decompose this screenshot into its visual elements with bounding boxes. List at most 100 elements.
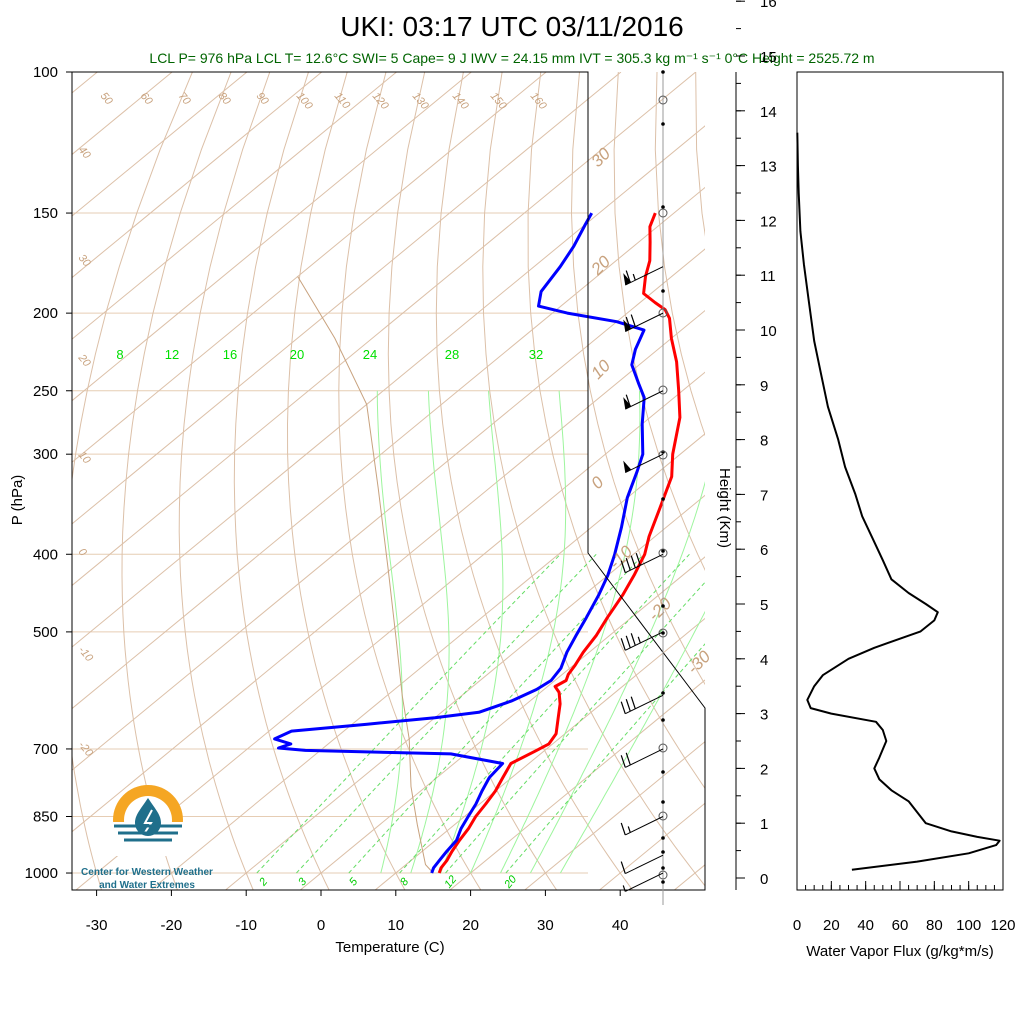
wind-barb-feather: [625, 270, 631, 283]
wind-barb-feather: [620, 560, 626, 573]
wind-barb-950: [620, 854, 664, 875]
wind-barb-feather: [620, 861, 626, 874]
wind-barb-200: [623, 312, 664, 332]
chart-title: UKI: 03:17 UTC 03/11/2016: [340, 11, 683, 42]
sounding-summary: LCL P= 976 hPa LCL T= 12.6°C SWI= 5 Cape…: [149, 50, 874, 66]
moist-adiabat-label-16: 16: [223, 347, 237, 362]
height-tick-label-1: 1: [760, 816, 768, 833]
mixing-ratio-5: [348, 553, 644, 874]
dry-adiabat-label-60: 60: [138, 90, 156, 108]
height-tick-label-3: 3: [760, 707, 768, 724]
wind-barb-half-feather: [627, 826, 631, 833]
wind-barb-feather: [625, 752, 631, 766]
dry-adiabat-label-10: 10: [76, 449, 94, 467]
y-tick-label-1000: 1000: [25, 865, 58, 882]
skewt-inner: [72, 72, 1024, 890]
isotherm--50: [72, 248, 705, 771]
wind-barb-feather: [630, 696, 636, 709]
wind-level-ring-6: [658, 628, 668, 638]
wind-barb-half-feather: [632, 273, 636, 281]
flux-x-tick-label-100: 100: [956, 917, 981, 934]
mixing-ratio-label-2: 2: [256, 876, 270, 889]
isotherm-0: [300, 556, 705, 890]
dry-adiabat-label-90: 90: [254, 90, 272, 108]
wind-level-dot-11: [661, 770, 665, 774]
flux-x-tick-label-120: 120: [990, 917, 1015, 934]
isotherm--20: [150, 433, 705, 890]
dry-adiabat-label-0: 0: [76, 546, 90, 559]
y-tick-label-100: 100: [33, 64, 58, 81]
dry-adiabat-30: [387, 72, 558, 890]
y-tick-label-250: 250: [33, 383, 58, 400]
logo-line-2: and Water Extremes: [99, 880, 195, 891]
mixing-ratio-label-5: 5: [347, 875, 361, 888]
isotherm-60: [749, 72, 1024, 890]
isotherm--90: [72, 72, 622, 525]
wind-barb-staff: [625, 694, 664, 715]
x-tick-label--10: -10: [235, 917, 257, 934]
wind-barb-1000: [622, 872, 664, 892]
height-tick-label-7: 7: [760, 487, 768, 504]
moist-adiabat-24: [500, 390, 641, 874]
dry-adiabat-70: [570, 72, 705, 686]
y-tick-label-700: 700: [33, 741, 58, 758]
moist-adiabat-8: [376, 390, 403, 874]
flux-x-tick-label-20: 20: [823, 917, 840, 934]
wind-barb-600: [620, 694, 664, 715]
dry-adiabat-180: [1005, 72, 1024, 890]
height-tick-label-4: 4: [760, 652, 768, 669]
dry-adiabat-label-30: 30: [76, 252, 94, 270]
dry-adiabat-10: [286, 72, 406, 890]
y-tick-label-300: 300: [33, 446, 58, 463]
dry-adiabat-label-140: 140: [450, 90, 472, 112]
height-tick-label-6: 6: [760, 542, 768, 559]
dry-adiabat-160: [928, 72, 1024, 890]
logo-swirl-icon: [143, 809, 153, 835]
flux-x-tick-label-60: 60: [892, 917, 909, 934]
dry-adiabat-140: [851, 72, 1024, 890]
isotherm-label-0: 0: [587, 472, 608, 493]
mixing-ratio-3: [296, 553, 597, 874]
wind-level-ring-4: [658, 450, 668, 460]
wind-barb-staff: [625, 872, 664, 892]
cw3e-logo: Center for Western Weather and Water Ext…: [81, 785, 213, 891]
wind-barb-feather: [635, 552, 641, 566]
y-tick-label-500: 500: [33, 624, 58, 641]
skewt-frame: [71, 71, 706, 891]
x-tick-label--30: -30: [86, 917, 108, 934]
isotherm-label-10: 10: [587, 356, 614, 383]
height-tick-label-5: 5: [760, 597, 768, 614]
wind-barb-700: [620, 748, 664, 768]
wind-barb-175: [623, 266, 664, 286]
wind-barb-staff: [625, 312, 664, 332]
flux-x-tick-label-80: 80: [926, 917, 943, 934]
x-tick-label-40: 40: [612, 917, 629, 934]
wind-level-ring-2: [658, 308, 668, 318]
moist-adiabat-label-8: 8: [116, 347, 123, 362]
height-tick-label-16: 16: [760, 0, 777, 11]
mixing-ratio-label-3: 3: [296, 875, 310, 888]
wind-barb-feather: [625, 699, 631, 712]
y-tick-label-850: 850: [33, 808, 58, 825]
dry-adiabat--30: [72, 72, 193, 890]
moist-adiabat-32: [559, 610, 705, 874]
wind-barb-staff: [625, 748, 664, 768]
isotherm-label-20: 20: [587, 252, 615, 280]
wind-barb-feather: [620, 755, 626, 768]
dry-adiabat-label--10: -10: [76, 644, 96, 665]
wind-barb-feather: [620, 638, 626, 651]
x-tick-label-30: 30: [537, 917, 554, 934]
wind-barb-feather: [620, 701, 626, 714]
isotherm--100: [72, 72, 547, 463]
wind-barb-staff: [625, 453, 664, 474]
isotherm--140: [72, 72, 248, 217]
moist-adiabat-28: [529, 481, 705, 874]
wind-barb-300: [623, 453, 664, 474]
wind-level-dot-10: [661, 718, 665, 722]
dry-adiabat--10: [178, 72, 271, 890]
x-tick-label-0: 0: [317, 917, 325, 934]
height-tick-label-2: 2: [760, 761, 768, 778]
mixing-ratio-2: [256, 553, 561, 874]
